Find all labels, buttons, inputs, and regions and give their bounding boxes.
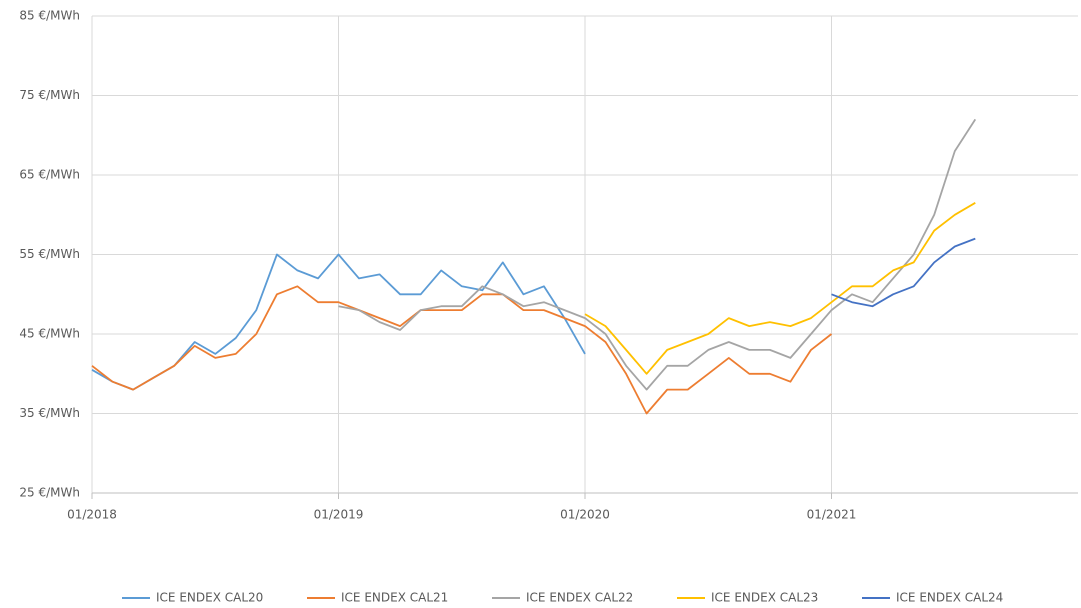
x-tick-label: 01/2020: [560, 508, 610, 522]
x-tick-label: 01/2019: [314, 508, 364, 522]
legend-label: ICE ENDEX CAL21: [341, 591, 448, 605]
y-tick-label: 25 €/MWh: [19, 486, 80, 500]
y-tick-label: 55 €/MWh: [19, 247, 80, 261]
x-tick-label: 01/2021: [807, 508, 857, 522]
series-line: [91, 285, 833, 415]
series-line: [584, 202, 976, 375]
legend-label: ICE ENDEX CAL23: [711, 591, 818, 605]
legend-label: ICE ENDEX CAL22: [526, 591, 633, 605]
series-line: [338, 118, 977, 391]
series-line: [831, 237, 976, 308]
x-tick-label: 01/2018: [67, 508, 117, 522]
y-tick-label: 35 €/MWh: [19, 406, 80, 420]
y-tick-label: 75 €/MWh: [19, 88, 80, 102]
y-tick-label: 45 €/MWh: [19, 327, 80, 341]
y-tick-label: 85 €/MWh: [19, 9, 80, 23]
y-tick-label: 65 €/MWh: [19, 168, 80, 182]
legend-label: ICE ENDEX CAL24: [896, 591, 1003, 605]
legend-label: ICE ENDEX CAL20: [156, 591, 263, 605]
